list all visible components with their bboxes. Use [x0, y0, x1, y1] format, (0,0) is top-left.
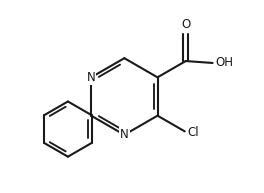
Text: N: N	[87, 71, 96, 84]
Text: Cl: Cl	[188, 126, 199, 139]
Text: OH: OH	[216, 57, 234, 69]
Text: N: N	[120, 128, 129, 141]
Text: O: O	[181, 18, 190, 31]
